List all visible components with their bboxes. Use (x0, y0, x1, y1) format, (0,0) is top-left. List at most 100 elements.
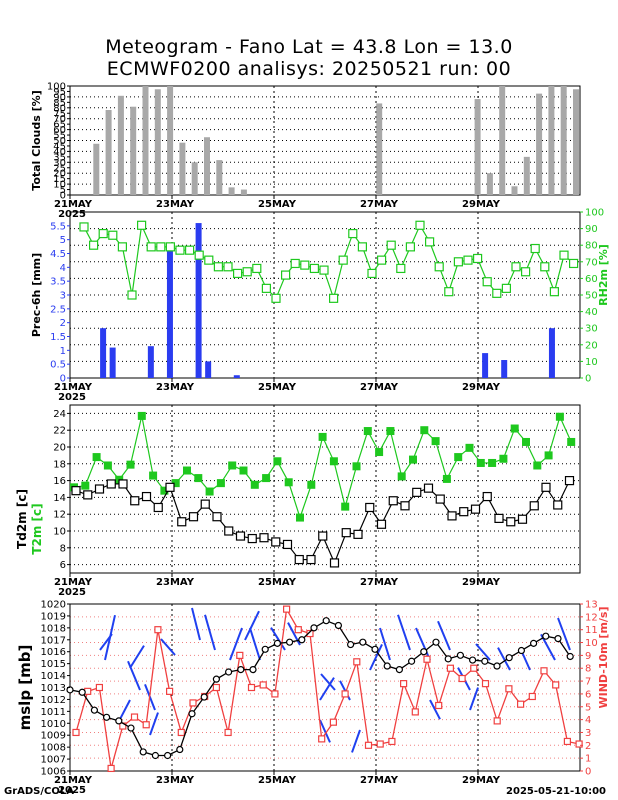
rh-point (415, 220, 425, 230)
temp-y-tick-label: 18 (53, 459, 66, 470)
td2m-y-axis-label: Td2m [c] (15, 489, 29, 549)
t2m-point (555, 412, 564, 421)
td2m-point (71, 486, 81, 496)
rh-point (137, 220, 147, 230)
td2m-point (341, 528, 351, 538)
temp-y-tick-label: 22 (53, 426, 66, 437)
wind-barb (149, 712, 159, 736)
rh-point (271, 293, 281, 303)
chart-title-line-2: ECMWF0200 analisys: 20250521 run: 00 (106, 58, 512, 80)
td2m-point (447, 511, 457, 521)
rh-point (252, 263, 262, 274)
t2m-point (454, 453, 463, 462)
wind-barb (475, 643, 491, 661)
temp-x-tick-label: 21MAY (54, 577, 93, 588)
temp-y-tick-label: 14 (53, 493, 66, 504)
rh-point (213, 262, 223, 272)
wind-y-tick-label: 8 (585, 664, 591, 675)
t2m-point (183, 466, 191, 475)
mslp-point (225, 668, 233, 676)
cloud-bar (167, 86, 174, 195)
t2m-point (533, 461, 542, 470)
td2m-point (376, 519, 387, 529)
temp-y-tick-label: 10 (53, 527, 66, 538)
wind-y-tick-label: 6 (585, 689, 591, 700)
rh-point (175, 245, 185, 255)
clouds-y-tick-label: 15 (53, 174, 66, 185)
wind-speed-point (189, 699, 197, 707)
wind-speed-line (75, 607, 580, 769)
rh-point (185, 245, 195, 255)
t2m-point (273, 457, 282, 466)
td2m-point (564, 476, 575, 486)
wind-speed-point (247, 683, 256, 692)
mslp-y-tick-label: 1019 (41, 611, 66, 622)
td2m-point (224, 526, 234, 536)
t2m-point (363, 427, 372, 436)
rh-y-tick-label: 100 (585, 208, 604, 219)
mslp-point (395, 666, 403, 674)
td2m-point (400, 501, 410, 511)
td2m-point (259, 533, 269, 543)
clouds-y-tick-label: 55 (53, 131, 66, 142)
rh-point (425, 237, 435, 247)
td2m-point (553, 500, 563, 510)
mslp-y-tick-label: 1014 (41, 671, 66, 682)
t2m-point (216, 479, 225, 488)
clouds-y-tick-label: 70 (53, 114, 66, 125)
wind-speed-point (142, 721, 150, 729)
wind-speed-point (95, 683, 104, 692)
wind-barb (160, 638, 176, 656)
t2m-line (73, 415, 572, 520)
prec-x-tick-label: 23MAY (156, 382, 195, 393)
clouds-y-tick-label: 95 (53, 87, 66, 98)
mslp-point (554, 634, 562, 643)
mslp-point (359, 638, 367, 646)
t2m-point (476, 458, 485, 467)
rh-point (434, 262, 444, 272)
mslp-y-tick-label: 1018 (41, 623, 66, 634)
rh-point (156, 242, 166, 252)
rh-y-tick-label: 80 (585, 241, 598, 252)
wind-barb (129, 645, 145, 669)
clouds-x-tick-label: 29MAY (462, 199, 501, 210)
mslp-y-tick-label: 1016 (41, 647, 66, 658)
wind-y-tick-label: 3 (585, 728, 591, 739)
wind-speed-point (528, 692, 536, 701)
t2m-point (160, 486, 169, 495)
clouds-x-tick-label: 21MAY (54, 199, 93, 210)
rh-point (501, 283, 511, 293)
mslp-point (432, 638, 440, 646)
t2m-point (194, 474, 203, 483)
wind-speed-point (236, 651, 244, 659)
wind-speed-point (540, 667, 548, 675)
td2m-point (470, 504, 481, 514)
t2m-point (307, 480, 316, 489)
cloud-bar (216, 160, 223, 195)
wind-barb (497, 647, 511, 671)
clouds-y-tick-label: 90 (53, 92, 66, 103)
temp-y-tick-label: 8 (60, 543, 66, 554)
wind-barb (437, 620, 451, 651)
wind-barb (270, 627, 286, 651)
wind-speed-point (271, 690, 279, 698)
rh-point (568, 258, 579, 269)
clouds-y-axis-label: Total Clouds [%] (30, 90, 43, 190)
rh-point (405, 242, 415, 252)
td2m-point (541, 482, 551, 492)
wind-speed-point (376, 740, 384, 748)
mslp-x-tick-label: 27MAY (360, 775, 399, 786)
wind-barb (397, 614, 411, 651)
clouds-y-tick-label: 30 (53, 158, 66, 169)
mslp-point (420, 648, 428, 656)
t2m-point (522, 437, 530, 446)
td2m-point (506, 517, 516, 527)
mslp-point (347, 640, 355, 649)
t2m-point (499, 454, 508, 463)
wind-barb (191, 607, 201, 641)
mslp-point (566, 652, 574, 661)
rh-point (338, 255, 348, 265)
rh-point (98, 228, 108, 239)
prec-y-tick-label: 5.5 (50, 221, 66, 232)
mslp-point (505, 654, 513, 662)
